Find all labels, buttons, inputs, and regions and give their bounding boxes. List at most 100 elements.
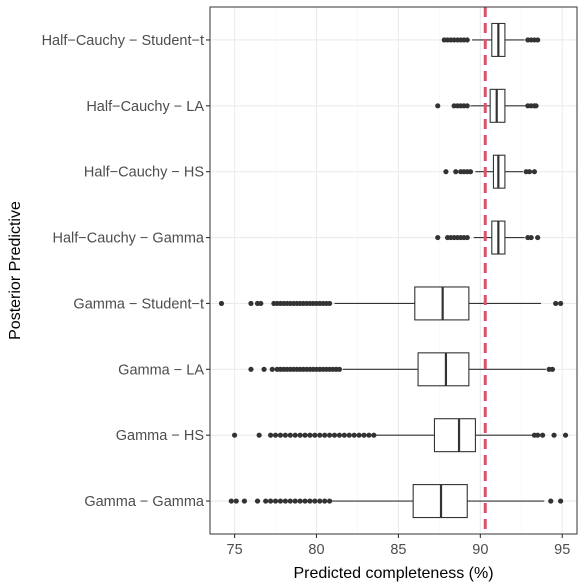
y-tick-label: Half−Cauchy − HS <box>84 165 204 181</box>
box-iqr <box>417 352 470 387</box>
outlier-point <box>256 432 262 438</box>
outlier-point <box>526 169 533 175</box>
box-group <box>231 418 569 453</box>
x-tick-label: 90 <box>472 542 488 558</box>
outlier-point <box>282 432 288 438</box>
outlier-point <box>302 432 308 438</box>
outlier-point <box>558 498 564 504</box>
outlier-point <box>322 498 328 504</box>
outlier-point <box>464 103 470 109</box>
outlier-point <box>263 498 269 504</box>
outlier-point <box>531 169 538 175</box>
panel-border <box>209 6 578 535</box>
outlier-point <box>297 432 303 438</box>
y-tick-label: Gamma − HS <box>116 428 204 444</box>
outlier-point <box>371 432 377 438</box>
outlier-point <box>261 366 267 372</box>
outlier-point <box>268 432 274 438</box>
outlier-point <box>535 432 541 438</box>
outlier-point <box>268 498 274 504</box>
outlier-point <box>351 432 357 438</box>
outlier-point <box>548 498 554 504</box>
y-axis-title: Posterior Predictive <box>7 201 24 340</box>
outlier-point <box>346 432 352 438</box>
outlier-point <box>336 366 343 372</box>
outlier-point <box>272 432 279 438</box>
box-group <box>218 286 564 321</box>
x-tick-label: 95 <box>554 542 570 558</box>
box-group <box>441 22 541 57</box>
outlier-point <box>539 432 546 438</box>
box-group <box>228 484 564 519</box>
x-tick-label: 80 <box>308 542 324 558</box>
y-tick-label: Half−Cauchy − Student−t <box>42 33 204 49</box>
y-tick-label: Half−Cauchy − LA <box>86 99 204 115</box>
outlier-point <box>292 432 298 438</box>
outlier-point <box>535 234 541 241</box>
grid-lines <box>210 7 577 534</box>
outlier-point <box>361 432 367 438</box>
outlier-point <box>282 498 288 504</box>
outlier-point <box>233 498 239 504</box>
box-group <box>248 352 556 387</box>
x-tick-label: 75 <box>227 542 243 558</box>
outlier-point <box>558 300 564 307</box>
outlier-point <box>551 432 557 438</box>
outlier-point <box>297 498 303 504</box>
outlier-point <box>228 498 234 504</box>
outlier-point <box>528 234 534 241</box>
outlier-point <box>356 432 362 438</box>
outlier-point <box>287 432 293 438</box>
plot-panel-background <box>210 7 577 534</box>
outlier-point <box>307 432 313 438</box>
outlier-point <box>287 498 293 504</box>
y-axis: Half−Cauchy − Student−t Half−Cauchy − LA H… <box>42 33 210 510</box>
outlier-point <box>366 432 372 438</box>
outlier-point <box>248 366 254 372</box>
outlier-point <box>336 432 343 438</box>
outlier-point <box>258 300 264 307</box>
outlier-point <box>533 103 539 109</box>
y-tick-label: Gamma − Student−t <box>73 296 204 312</box>
outlier-point <box>269 366 275 372</box>
outlier-point <box>231 432 238 438</box>
outlier-point <box>312 432 318 438</box>
outlier-point <box>277 432 284 438</box>
outlier-point <box>322 432 328 438</box>
outlier-point <box>277 498 284 504</box>
box-iqr <box>433 418 476 453</box>
outlier-point <box>254 498 261 504</box>
outlier-point <box>435 234 441 241</box>
outlier-point <box>549 366 556 372</box>
outlier-point <box>241 498 248 504</box>
outlier-point <box>248 300 254 307</box>
outlier-point <box>331 432 338 438</box>
outlier-point <box>341 432 347 438</box>
box-series <box>218 22 569 519</box>
outlier-point <box>327 300 333 307</box>
y-tick-label: Half−Cauchy − Gamma <box>52 231 204 247</box>
outlier-point <box>535 37 541 43</box>
outlier-point <box>327 432 333 438</box>
y-tick-label: Gamma − Gamma <box>84 494 205 510</box>
outlier-point <box>317 432 323 438</box>
outlier-point <box>317 498 323 504</box>
outlier-point <box>553 300 559 307</box>
outlier-point <box>562 432 569 438</box>
outlier-point <box>435 103 441 109</box>
box-group <box>443 154 538 189</box>
outlier-point <box>464 37 470 43</box>
y-tick-label: Gamma − LA <box>118 362 204 378</box>
box-group <box>435 220 541 255</box>
outlier-point <box>464 234 470 241</box>
outlier-point <box>467 169 474 175</box>
x-axis: 75 80 85 90 95 <box>227 534 570 558</box>
outlier-point <box>218 300 225 307</box>
outlier-point <box>292 498 298 504</box>
outlier-point <box>312 498 318 504</box>
x-axis-title: Predicted completeness (%) <box>293 565 493 582</box>
x-tick-label: 85 <box>390 542 406 558</box>
box-group <box>435 88 539 123</box>
outlier-point <box>272 498 279 504</box>
